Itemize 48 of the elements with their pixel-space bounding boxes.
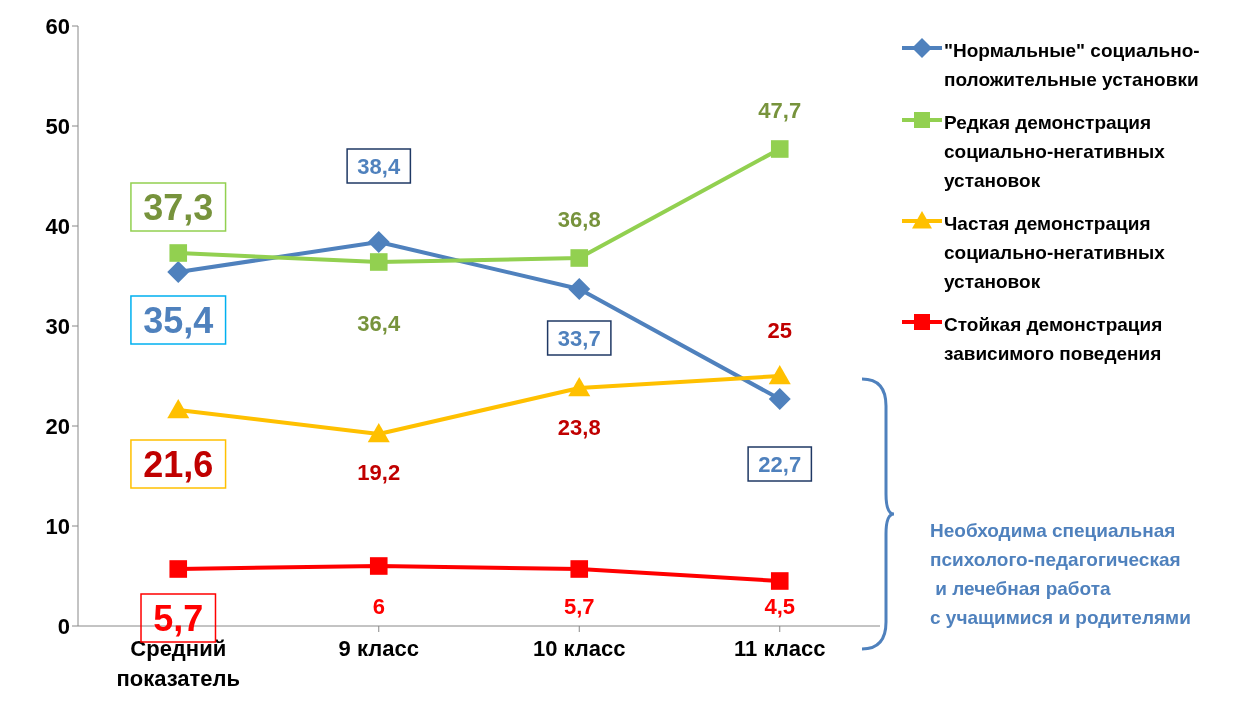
x-tick-label: 9 класс [338,636,419,661]
point [167,261,190,283]
data-label: 21,6 [143,443,214,485]
point [570,560,589,578]
point [770,140,789,158]
data-label: 37,3 [143,186,214,228]
legend-label: Частая демонстрация социально-негативных установок [944,212,1166,294]
legend-label: Стойкая демонстрация зависимого поведения [944,313,1164,366]
data-label: 23,8 [557,414,601,440]
point [367,231,390,253]
legend-label: "Нормальные" социально-положительные установки [944,39,1201,92]
data-label: 6 [372,593,385,619]
data-label: 33,7 [557,325,601,351]
point [768,388,791,410]
y-tick-label: 40 [45,213,70,239]
data-label: 38,4 [357,153,401,179]
point [369,557,388,575]
data-label: 36,8 [557,206,601,232]
point [369,253,388,271]
point [568,377,591,397]
point [367,423,390,443]
y-tick-label: 50 [45,113,70,139]
y-tick-label: 20 [45,413,70,439]
y-tick-label: 30 [45,313,70,339]
data-label: 35,4 [143,299,214,341]
data-label: 36,4 [357,310,401,336]
x-tick-label: 10 класс [532,636,626,661]
point [768,365,791,385]
x-tick-label: Средний показатель [116,636,241,691]
data-label: 19,2 [357,459,401,485]
data-label: 5,7 [153,597,204,639]
data-label: 22,7 [758,451,802,477]
y-tick-label: 0 [57,613,70,639]
x-tick-label: 11 класс [734,636,826,661]
y-tick-label: 60 [45,13,70,39]
data-label: 5,7 [563,593,595,619]
point [167,399,190,419]
y-tick-label: 10 [45,513,70,539]
point [169,244,188,262]
point [169,560,188,578]
point [770,572,789,590]
data-label: 4,5 [764,593,796,619]
data-label: 47,7 [758,97,802,123]
point [570,249,589,267]
point [568,278,591,300]
data-label: 25 [767,317,792,343]
legend-label: Редкая демонстрация социально-негативных установок [944,111,1166,193]
text: Необходима специальная психолого-педагогическая и лечебная работа с учащимися и родителями [930,519,1191,630]
